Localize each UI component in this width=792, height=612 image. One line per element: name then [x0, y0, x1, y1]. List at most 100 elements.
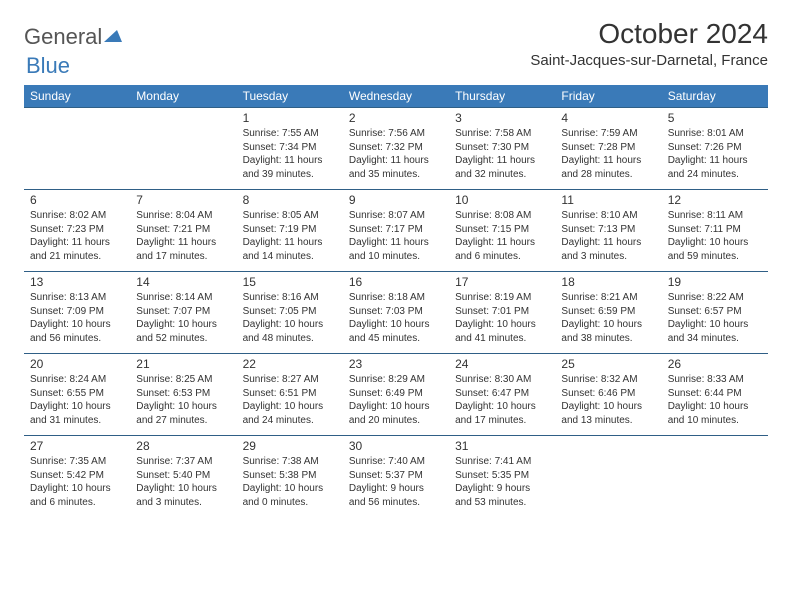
day-number: 11: [561, 192, 655, 208]
sunset-text: Sunset: 7:30 PM: [455, 141, 549, 155]
calendar-table: Sunday Monday Tuesday Wednesday Thursday…: [24, 85, 768, 518]
daylight-text: Daylight: 11 hours and 6 minutes.: [455, 236, 549, 263]
sunset-text: Sunset: 7:15 PM: [455, 223, 549, 237]
sunrise-text: Sunrise: 8:27 AM: [243, 373, 337, 387]
sunrise-text: Sunrise: 8:24 AM: [30, 373, 124, 387]
sunset-text: Sunset: 7:32 PM: [349, 141, 443, 155]
sunrise-text: Sunrise: 7:58 AM: [455, 127, 549, 141]
daylight-text: Daylight: 11 hours and 32 minutes.: [455, 154, 549, 181]
day-number: 24: [455, 356, 549, 372]
day-number: 16: [349, 274, 443, 290]
day-number: 22: [243, 356, 337, 372]
sunrise-text: Sunrise: 7:35 AM: [30, 455, 124, 469]
day-number: 4: [561, 110, 655, 126]
week-row: 27Sunrise: 7:35 AMSunset: 5:42 PMDayligh…: [24, 436, 768, 518]
sunrise-text: Sunrise: 8:02 AM: [30, 209, 124, 223]
day-header: Monday: [130, 85, 236, 108]
calendar-body: 1Sunrise: 7:55 AMSunset: 7:34 PMDaylight…: [24, 108, 768, 518]
day-cell: 24Sunrise: 8:30 AMSunset: 6:47 PMDayligh…: [449, 354, 555, 436]
day-number: 31: [455, 438, 549, 454]
day-number: 19: [668, 274, 762, 290]
day-number: 28: [136, 438, 230, 454]
sunrise-text: Sunrise: 8:22 AM: [668, 291, 762, 305]
sunset-text: Sunset: 6:51 PM: [243, 387, 337, 401]
sunrise-text: Sunrise: 8:07 AM: [349, 209, 443, 223]
day-number: 18: [561, 274, 655, 290]
sunrise-text: Sunrise: 8:21 AM: [561, 291, 655, 305]
daylight-text: Daylight: 11 hours and 39 minutes.: [243, 154, 337, 181]
sunset-text: Sunset: 7:19 PM: [243, 223, 337, 237]
sunset-text: Sunset: 5:42 PM: [30, 469, 124, 483]
day-cell: 15Sunrise: 8:16 AMSunset: 7:05 PMDayligh…: [237, 272, 343, 354]
day-cell: 19Sunrise: 8:22 AMSunset: 6:57 PMDayligh…: [662, 272, 768, 354]
day-cell: 8Sunrise: 8:05 AMSunset: 7:19 PMDaylight…: [237, 190, 343, 272]
day-number: 2: [349, 110, 443, 126]
daylight-text: Daylight: 11 hours and 28 minutes.: [561, 154, 655, 181]
daylight-text: Daylight: 10 hours and 6 minutes.: [30, 482, 124, 509]
day-cell: 17Sunrise: 8:19 AMSunset: 7:01 PMDayligh…: [449, 272, 555, 354]
day-header: Saturday: [662, 85, 768, 108]
sunrise-text: Sunrise: 7:41 AM: [455, 455, 549, 469]
sunset-text: Sunset: 6:46 PM: [561, 387, 655, 401]
sunrise-text: Sunrise: 8:05 AM: [243, 209, 337, 223]
day-number: 14: [136, 274, 230, 290]
day-cell: 12Sunrise: 8:11 AMSunset: 7:11 PMDayligh…: [662, 190, 768, 272]
daylight-text: Daylight: 11 hours and 35 minutes.: [349, 154, 443, 181]
sunrise-text: Sunrise: 7:37 AM: [136, 455, 230, 469]
sunrise-text: Sunrise: 8:13 AM: [30, 291, 124, 305]
day-number: 3: [455, 110, 549, 126]
sunrise-text: Sunrise: 8:18 AM: [349, 291, 443, 305]
day-cell: 18Sunrise: 8:21 AMSunset: 6:59 PMDayligh…: [555, 272, 661, 354]
day-header: Sunday: [24, 85, 130, 108]
sunrise-text: Sunrise: 7:55 AM: [243, 127, 337, 141]
daylight-text: Daylight: 10 hours and 17 minutes.: [455, 400, 549, 427]
day-cell: 5Sunrise: 8:01 AMSunset: 7:26 PMDaylight…: [662, 108, 768, 190]
sunrise-text: Sunrise: 8:04 AM: [136, 209, 230, 223]
location: Saint-Jacques-sur-Darnetal, France: [530, 52, 768, 69]
sunrise-text: Sunrise: 8:32 AM: [561, 373, 655, 387]
sunset-text: Sunset: 6:55 PM: [30, 387, 124, 401]
day-cell: 7Sunrise: 8:04 AMSunset: 7:21 PMDaylight…: [130, 190, 236, 272]
sunrise-text: Sunrise: 8:11 AM: [668, 209, 762, 223]
day-number: 26: [668, 356, 762, 372]
daylight-text: Daylight: 10 hours and 59 minutes.: [668, 236, 762, 263]
day-cell: 21Sunrise: 8:25 AMSunset: 6:53 PMDayligh…: [130, 354, 236, 436]
day-cell: 29Sunrise: 7:38 AMSunset: 5:38 PMDayligh…: [237, 436, 343, 518]
sunset-text: Sunset: 6:49 PM: [349, 387, 443, 401]
daylight-text: Daylight: 10 hours and 0 minutes.: [243, 482, 337, 509]
sunset-text: Sunset: 7:07 PM: [136, 305, 230, 319]
day-cell: 25Sunrise: 8:32 AMSunset: 6:46 PMDayligh…: [555, 354, 661, 436]
week-row: 20Sunrise: 8:24 AMSunset: 6:55 PMDayligh…: [24, 354, 768, 436]
sunrise-text: Sunrise: 7:38 AM: [243, 455, 337, 469]
day-cell: 2Sunrise: 7:56 AMSunset: 7:32 PMDaylight…: [343, 108, 449, 190]
sunrise-text: Sunrise: 8:25 AM: [136, 373, 230, 387]
sunset-text: Sunset: 5:40 PM: [136, 469, 230, 483]
day-cell: 22Sunrise: 8:27 AMSunset: 6:51 PMDayligh…: [237, 354, 343, 436]
day-number: 8: [243, 192, 337, 208]
day-header: Tuesday: [237, 85, 343, 108]
sunset-text: Sunset: 7:26 PM: [668, 141, 762, 155]
day-cell: 28Sunrise: 7:37 AMSunset: 5:40 PMDayligh…: [130, 436, 236, 518]
sunrise-text: Sunrise: 8:29 AM: [349, 373, 443, 387]
daylight-text: Daylight: 10 hours and 3 minutes.: [136, 482, 230, 509]
day-cell: 9Sunrise: 8:07 AMSunset: 7:17 PMDaylight…: [343, 190, 449, 272]
day-cell: [130, 108, 236, 190]
sunset-text: Sunset: 7:03 PM: [349, 305, 443, 319]
day-cell: [662, 436, 768, 518]
daylight-text: Daylight: 10 hours and 10 minutes.: [668, 400, 762, 427]
daylight-text: Daylight: 11 hours and 21 minutes.: [30, 236, 124, 263]
daylight-text: Daylight: 10 hours and 38 minutes.: [561, 318, 655, 345]
day-number: 9: [349, 192, 443, 208]
day-cell: 1Sunrise: 7:55 AMSunset: 7:34 PMDaylight…: [237, 108, 343, 190]
week-row: 13Sunrise: 8:13 AMSunset: 7:09 PMDayligh…: [24, 272, 768, 354]
day-header-row: Sunday Monday Tuesday Wednesday Thursday…: [24, 85, 768, 108]
sunrise-text: Sunrise: 7:59 AM: [561, 127, 655, 141]
sunset-text: Sunset: 7:01 PM: [455, 305, 549, 319]
day-cell: 20Sunrise: 8:24 AMSunset: 6:55 PMDayligh…: [24, 354, 130, 436]
daylight-text: Daylight: 9 hours and 53 minutes.: [455, 482, 549, 509]
sunset-text: Sunset: 7:23 PM: [30, 223, 124, 237]
day-cell: 27Sunrise: 7:35 AMSunset: 5:42 PMDayligh…: [24, 436, 130, 518]
daylight-text: Daylight: 11 hours and 10 minutes.: [349, 236, 443, 263]
sunset-text: Sunset: 7:11 PM: [668, 223, 762, 237]
daylight-text: Daylight: 9 hours and 56 minutes.: [349, 482, 443, 509]
